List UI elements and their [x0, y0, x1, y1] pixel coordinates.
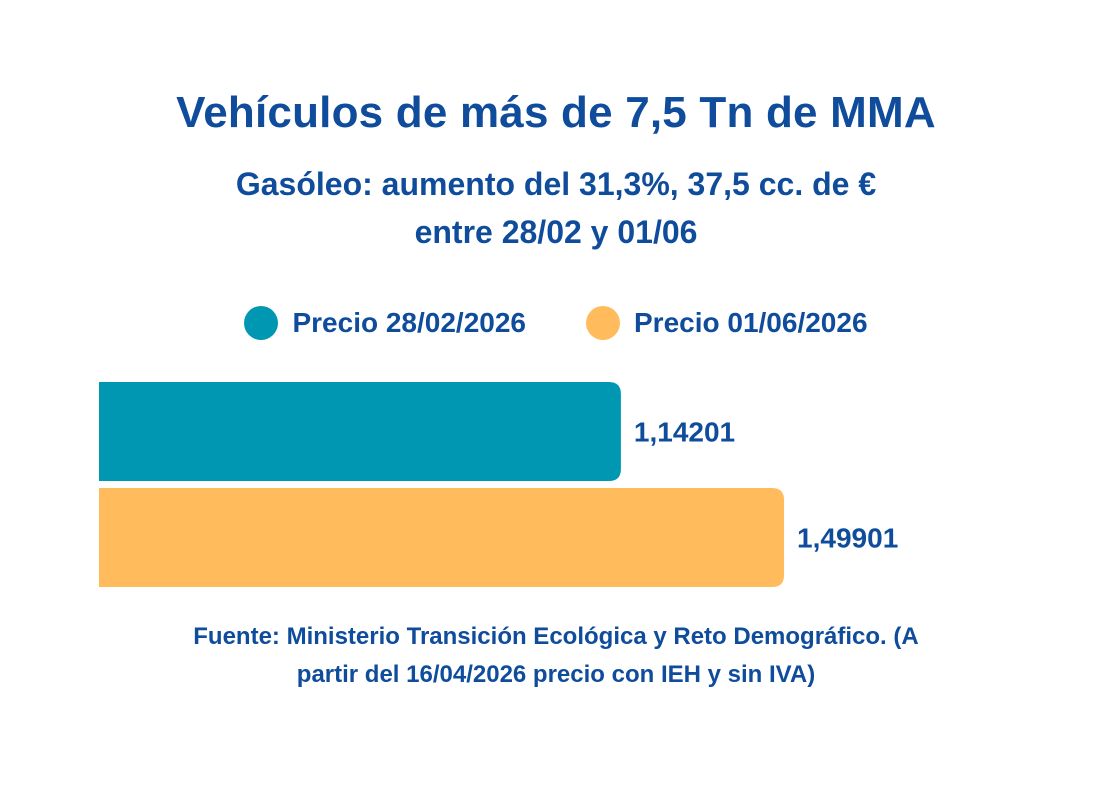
- subtitle-line-2: entre 28/02 y 01/06: [414, 214, 698, 250]
- bar-series-1: [99, 382, 621, 481]
- legend-item-series-2: Precio 01/06/2026: [586, 306, 868, 340]
- legend-marker-series-2: [586, 306, 620, 340]
- chart-subtitle: Gasóleo: aumento del 31,3%, 37,5 cc. de …: [0, 160, 1112, 256]
- legend-label-series-1: Precio 28/02/2026: [292, 307, 526, 338]
- bar-value-label-2: 1,49901: [797, 523, 898, 554]
- bar-value-label-1: 1,14201: [634, 417, 735, 448]
- legend: Precio 28/02/2026 Precio 01/06/2026: [0, 306, 1112, 340]
- legend-label-series-2: Precio 01/06/2026: [634, 307, 868, 338]
- subtitle-line-1: Gasóleo: aumento del 31,3%, 37,5 cc. de …: [235, 166, 877, 202]
- legend-item-series-1: Precio 28/02/2026: [244, 306, 526, 340]
- footnote-line-1: Fuente: Ministerio Transición Ecológica …: [193, 623, 919, 650]
- chart-title: Vehículos de más de 7,5 Tn de MMA: [176, 88, 936, 137]
- source-footnote: Fuente: Ministerio Transición Ecológica …: [0, 618, 1112, 694]
- bar-series-2: [99, 488, 785, 587]
- legend-marker-series-1: [244, 306, 279, 340]
- footnote-line-2: partir del 16/04/2026 precio con IEH y s…: [296, 661, 816, 688]
- bar-chart: 1,14201 1,49901: [99, 382, 898, 587]
